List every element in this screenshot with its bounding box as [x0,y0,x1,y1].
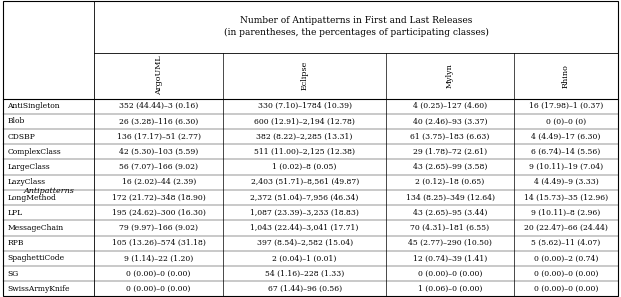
Text: ArgoUML: ArgoUML [155,56,163,95]
Text: 6 (6.74)–14 (5.56): 6 (6.74)–14 (5.56) [532,148,601,156]
Text: 5 (5.62)–11 (4.07): 5 (5.62)–11 (4.07) [532,239,601,247]
Text: SwissArmyKnife: SwissArmyKnife [7,285,70,293]
Text: 511 (11.00)–2,125 (12.38): 511 (11.00)–2,125 (12.38) [254,148,355,156]
Text: 136 (17.17)–51 (2.77): 136 (17.17)–51 (2.77) [117,133,201,141]
Text: 2 (0.12)–18 (0.65): 2 (0.12)–18 (0.65) [415,178,484,186]
Text: 134 (8.25)–349 (12.64): 134 (8.25)–349 (12.64) [406,194,494,201]
Text: 12 (0.74)–39 (1.41): 12 (0.74)–39 (1.41) [413,254,487,262]
Text: 0 (0.00)–0 (0.00): 0 (0.00)–0 (0.00) [127,270,191,278]
Text: 70 (4.31)–181 (6.55): 70 (4.31)–181 (6.55) [410,224,489,232]
Text: 9 (10.11)–19 (7.04): 9 (10.11)–19 (7.04) [529,163,603,171]
Text: Number of Antipatterns in First and Last Releases
(in parentheses, the percentag: Number of Antipatterns in First and Last… [224,16,489,37]
Text: 1 (0.02)–8 (0.05): 1 (0.02)–8 (0.05) [273,163,337,171]
Text: LargeClass: LargeClass [7,163,50,171]
Text: 16 (2.02)–44 (2.39): 16 (2.02)–44 (2.39) [122,178,196,186]
Text: 195 (24.62)–300 (16.30): 195 (24.62)–300 (16.30) [112,209,206,217]
Text: Mylyn: Mylyn [446,63,454,88]
Text: 382 (8.22)–2,285 (13.31): 382 (8.22)–2,285 (13.31) [256,133,353,141]
Text: 42 (5.30)–103 (5.59): 42 (5.30)–103 (5.59) [119,148,198,156]
Text: 0 (0.00)–0 (0.00): 0 (0.00)–0 (0.00) [534,270,598,278]
Text: 2,403 (51.71)–8,561 (49.87): 2,403 (51.71)–8,561 (49.87) [250,178,359,186]
Text: RPB: RPB [7,239,24,247]
Text: 397 (8.54)–2,582 (15.04): 397 (8.54)–2,582 (15.04) [256,239,353,247]
Text: SpaghettiCode: SpaghettiCode [7,254,65,262]
Text: 352 (44.44)–3 (0.16): 352 (44.44)–3 (0.16) [119,102,198,110]
Text: 79 (9.97)–166 (9.02): 79 (9.97)–166 (9.02) [119,224,198,232]
Text: 4 (4.49)–9 (3.33): 4 (4.49)–9 (3.33) [533,178,598,186]
Text: 4 (4.49)–17 (6.30): 4 (4.49)–17 (6.30) [531,133,601,141]
Text: 56 (7.07)–166 (9.02): 56 (7.07)–166 (9.02) [119,163,198,171]
Text: 9 (10.11)–8 (2.96): 9 (10.11)–8 (2.96) [532,209,601,217]
Text: Rhino: Rhino [562,64,570,88]
Text: 0 (0.00)–0 (0.00): 0 (0.00)–0 (0.00) [534,285,598,293]
Text: 1,087 (23.39)–3,233 (18.83): 1,087 (23.39)–3,233 (18.83) [250,209,359,217]
Text: 2,372 (51.04)–7,956 (46.34): 2,372 (51.04)–7,956 (46.34) [250,194,359,201]
Text: 1,043 (22.44)–3,041 (17.71): 1,043 (22.44)–3,041 (17.71) [250,224,359,232]
Text: 14 (15.73)–35 (12.96): 14 (15.73)–35 (12.96) [524,194,608,201]
Text: ComplexClass: ComplexClass [7,148,61,156]
Text: 330 (7.10)–1784 (10.39): 330 (7.10)–1784 (10.39) [258,102,351,110]
Text: Blob: Blob [7,117,25,125]
Text: CDSBP: CDSBP [7,133,35,141]
Text: 0 (0.00)–2 (0.74): 0 (0.00)–2 (0.74) [534,254,598,262]
Text: 4 (0.25)–127 (4.60): 4 (0.25)–127 (4.60) [413,102,487,110]
Text: LPL: LPL [7,209,22,217]
Text: 61 (3.75)–183 (6.63): 61 (3.75)–183 (6.63) [410,133,490,141]
Text: AntiSingleton: AntiSingleton [7,102,60,110]
Text: 26 (3.28)–116 (6.30): 26 (3.28)–116 (6.30) [119,117,198,125]
Text: 9 (1.14)–22 (1.20): 9 (1.14)–22 (1.20) [124,254,193,262]
Text: 43 (2.65)–99 (3.58): 43 (2.65)–99 (3.58) [413,163,487,171]
Text: 16 (17.98)–1 (0.37): 16 (17.98)–1 (0.37) [529,102,603,110]
Text: 172 (21.72)–348 (18.90): 172 (21.72)–348 (18.90) [112,194,206,201]
Text: 0 (0.00)–0 (0.00): 0 (0.00)–0 (0.00) [418,270,483,278]
Text: 40 (2.46)–93 (3.37): 40 (2.46)–93 (3.37) [413,117,487,125]
Text: 0 (0)–0 (0): 0 (0)–0 (0) [546,117,586,125]
Text: 105 (13.26)–574 (31.18): 105 (13.26)–574 (31.18) [112,239,206,247]
Text: 43 (2.65)–95 (3.44): 43 (2.65)–95 (3.44) [413,209,487,217]
Text: MessageChain: MessageChain [7,224,64,232]
Text: SG: SG [7,270,19,278]
Text: 600 (12.91)–2,194 (12.78): 600 (12.91)–2,194 (12.78) [254,117,355,125]
Text: Antipatterns: Antipatterns [23,187,74,195]
Text: LazyClass: LazyClass [7,178,45,186]
Text: 54 (1.16)–228 (1.33): 54 (1.16)–228 (1.33) [265,270,344,278]
Text: 29 (1.78)–72 (2.61): 29 (1.78)–72 (2.61) [413,148,487,156]
Text: Eclipse: Eclipse [301,61,309,90]
Text: 0 (0.00)–0 (0.00): 0 (0.00)–0 (0.00) [127,285,191,293]
Text: 67 (1.44)–96 (0.56): 67 (1.44)–96 (0.56) [268,285,342,293]
Text: 2 (0.04)–1 (0.01): 2 (0.04)–1 (0.01) [273,254,337,262]
Text: 45 (2.77)–290 (10.50): 45 (2.77)–290 (10.50) [408,239,492,247]
Text: 20 (22.47)–66 (24.44): 20 (22.47)–66 (24.44) [524,224,608,232]
Text: LongMethod: LongMethod [7,194,57,201]
Text: 1 (0.06)–0 (0.00): 1 (0.06)–0 (0.00) [418,285,483,293]
